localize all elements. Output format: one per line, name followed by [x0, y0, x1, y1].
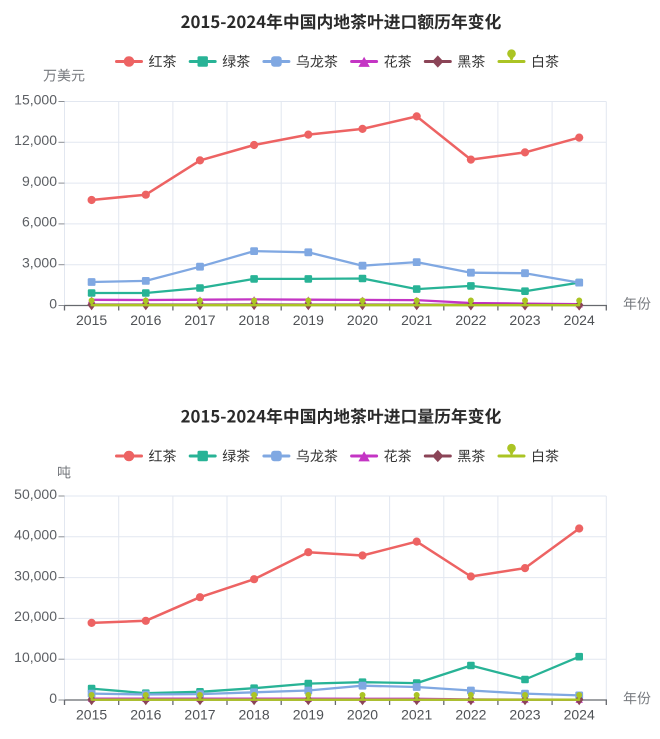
svg-text:2016: 2016: [130, 312, 161, 328]
svg-text:2015: 2015: [76, 706, 107, 722]
svg-text:2015: 2015: [76, 312, 107, 328]
svg-text:30,000: 30,000: [14, 567, 57, 583]
svg-text:2022: 2022: [455, 312, 486, 328]
svg-text:2023: 2023: [509, 312, 540, 328]
svg-text:2020: 2020: [347, 706, 378, 722]
svg-text:2024: 2024: [564, 706, 595, 722]
svg-text:2019: 2019: [293, 706, 324, 722]
svg-text:40,000: 40,000: [14, 527, 57, 543]
svg-text:2017: 2017: [184, 706, 215, 722]
svg-text:10,000: 10,000: [14, 649, 57, 665]
svg-text:2021: 2021: [401, 706, 432, 722]
svg-text:2020: 2020: [347, 312, 378, 328]
svg-text:3,000: 3,000: [22, 255, 57, 271]
svg-text:6,000: 6,000: [22, 214, 57, 230]
svg-text:12,000: 12,000: [14, 132, 57, 148]
svg-text:9,000: 9,000: [22, 173, 57, 189]
svg-text:2022: 2022: [455, 706, 486, 722]
svg-text:2023: 2023: [509, 706, 540, 722]
svg-text:2018: 2018: [239, 312, 270, 328]
svg-text:0: 0: [49, 690, 57, 706]
svg-text:50,000: 50,000: [14, 486, 57, 502]
svg-text:15,000: 15,000: [14, 91, 57, 107]
svg-text:2016: 2016: [130, 706, 161, 722]
svg-text:2018: 2018: [239, 706, 270, 722]
svg-text:2021: 2021: [401, 312, 432, 328]
svg-text:0: 0: [49, 295, 57, 311]
svg-text:2017: 2017: [184, 312, 215, 328]
svg-text:2024: 2024: [564, 312, 595, 328]
svg-text:20,000: 20,000: [14, 608, 57, 624]
svg-text:2019: 2019: [293, 312, 324, 328]
